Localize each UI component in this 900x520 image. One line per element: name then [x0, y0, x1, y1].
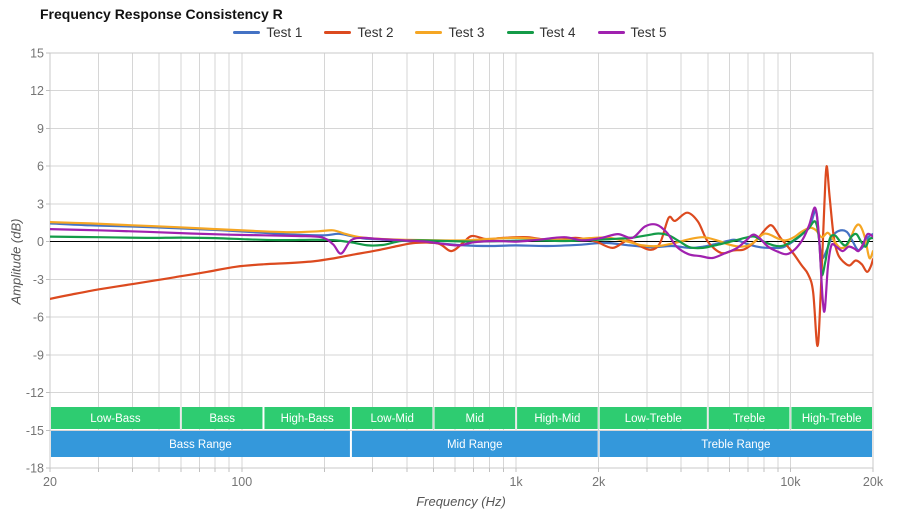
- x-tick-label: 100: [231, 475, 252, 489]
- y-tick-label: 9: [37, 122, 44, 136]
- legend-swatch-icon: [415, 30, 443, 35]
- y-tick-label: 0: [37, 235, 44, 249]
- x-tick-label: 2k: [592, 475, 606, 489]
- legend-item-test-3[interactable]: Test 3: [415, 25, 485, 40]
- y-tick-label: 15: [30, 47, 44, 61]
- legend-label: Test 4: [539, 25, 576, 40]
- sub-band-label: Mid: [466, 413, 485, 425]
- range-band-label: Bass Range: [169, 439, 232, 451]
- series-line-test-3: [50, 221, 873, 260]
- sub-band-label: Treble: [733, 413, 765, 425]
- sub-band: [51, 407, 180, 429]
- sub-band-label: High-Mid: [534, 413, 580, 425]
- y-tick-label: -15: [26, 424, 44, 438]
- frequency-bands: Low-Bass Bass High-Bass Low-Mid Mid High-Mid L…: [51, 407, 872, 457]
- x-axis-label: Frequency (Hz): [416, 494, 506, 509]
- sub-band: [517, 407, 598, 429]
- legend-label: Test 5: [630, 25, 667, 40]
- legend-item-test-1[interactable]: Test 1: [233, 25, 302, 40]
- chart-title: Frequency Response Consistency R: [40, 6, 283, 22]
- range-band: [51, 431, 350, 457]
- sub-band: [791, 407, 872, 429]
- legend: Test 1 Test 2 Test 3 Test 4 Test 5: [0, 25, 900, 40]
- range-band-label: Mid Range: [447, 439, 503, 451]
- y-tick-label: -3: [33, 273, 44, 287]
- range-band-label: Treble Range: [701, 439, 770, 451]
- plot-border: [49, 52, 874, 469]
- legend-label: Test 2: [357, 25, 394, 40]
- y-axis-label: Amplitude (dB): [8, 218, 24, 305]
- series-line-test-5: [50, 206, 873, 313]
- legend-swatch-icon: [597, 30, 625, 35]
- sub-band: [181, 407, 263, 429]
- y-tick-label: 12: [30, 84, 44, 98]
- series-line-test-2: [50, 165, 873, 348]
- y-tick-label: -12: [26, 386, 44, 400]
- range-band: [599, 431, 872, 457]
- sub-band-label: Low-Bass: [90, 413, 141, 425]
- legend-label: Test 3: [448, 25, 485, 40]
- y-tick-labels: 15 12 9 6 3 0 -3 -6 -9 -12 -15 -18: [26, 47, 44, 476]
- sub-band: [708, 407, 790, 429]
- sub-band: [434, 407, 516, 429]
- legend-swatch-icon: [233, 30, 261, 35]
- legend-item-test-4[interactable]: Test 4: [506, 25, 576, 40]
- sub-band-label: Low-Treble: [625, 413, 682, 425]
- y-tick-label: -9: [33, 348, 44, 362]
- x-tick-label: 10k: [780, 475, 801, 489]
- legend-item-test-2[interactable]: Test 2: [324, 25, 393, 40]
- sub-band-label: High-Treble: [802, 413, 862, 425]
- sub-band: [351, 407, 433, 429]
- y-tick-label: -6: [33, 311, 44, 325]
- sub-band: [264, 407, 350, 429]
- legend-swatch-icon: [506, 30, 534, 35]
- gridlines: [49, 52, 874, 469]
- x-tick-label: 1k: [509, 475, 523, 489]
- series-line-test-4: [50, 220, 873, 277]
- y-tick-label: 3: [37, 197, 44, 211]
- series-line-test-1: [50, 209, 873, 260]
- series-lines: [50, 165, 873, 348]
- y-tick-label: -18: [26, 462, 44, 476]
- x-tick-labels: 20 100 1k 2k 10k 20k: [43, 475, 884, 489]
- sub-band-label: Low-Mid: [370, 413, 413, 425]
- x-tick-label: 20k: [863, 475, 884, 489]
- legend-swatch-icon: [324, 30, 352, 35]
- sub-band: [599, 407, 707, 429]
- sub-band-label: Bass: [209, 413, 235, 425]
- x-tick-label: 20: [43, 475, 57, 489]
- legend-label: Test 1: [266, 25, 303, 40]
- tick-marks: [46, 52, 874, 472]
- sub-band-label: High-Bass: [281, 413, 334, 425]
- y-tick-label: 6: [37, 160, 44, 174]
- range-band: [351, 431, 598, 457]
- legend-item-test-5[interactable]: Test 5: [597, 25, 667, 40]
